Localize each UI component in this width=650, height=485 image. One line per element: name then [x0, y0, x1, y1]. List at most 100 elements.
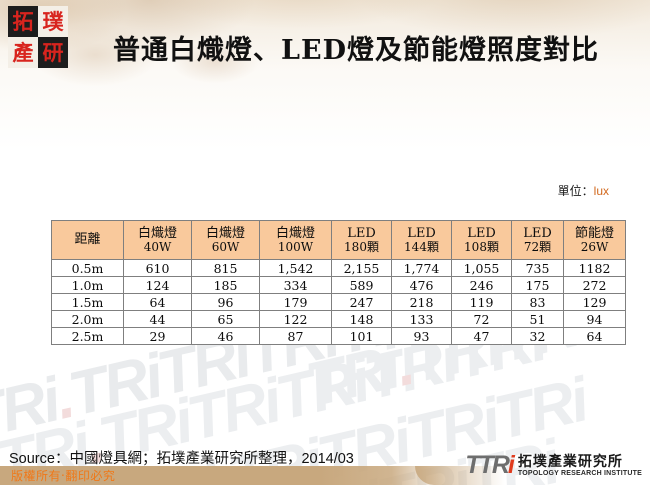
cell-value: 476: [391, 276, 452, 294]
column-header-line2: 40W: [143, 239, 172, 254]
institute-name-cn: 拓墣產業研究所: [517, 454, 623, 471]
column-header-led-144: LED 144顆: [391, 220, 452, 260]
column-header-led-72: LED 72顆: [511, 220, 564, 260]
column-header-line1: 白熾燈: [137, 225, 177, 241]
table-body: 0.5m 610 815 1,542 2,155 1,774 1,055 735…: [51, 259, 626, 345]
institute-name-en: TOPOLOGY RESEARCH INSTITUTE: [517, 470, 642, 478]
column-header-line2: 144顆: [404, 239, 439, 254]
footer-bar: [0, 466, 505, 485]
tri-seal-logo: 拓 璞 產 研: [8, 6, 68, 68]
cell-value: 94: [563, 310, 626, 328]
table-row: 1.5m 64 96 179 247 218 119 83 129: [51, 293, 626, 311]
illuminance-comparison-table: 距離 白熾燈 40W 白熾燈 60W 白熾燈 100W LED 180顆: [51, 220, 626, 345]
column-header-line2: 72顆: [523, 239, 552, 254]
cell-value: 133: [391, 310, 452, 328]
cell-value: 124: [123, 276, 192, 294]
cell-value: 64: [563, 327, 626, 345]
column-header-led-108: LED 108顆: [451, 220, 512, 260]
unit-value: lux: [593, 184, 609, 198]
cell-value: 83: [511, 293, 564, 311]
tri-dot-icon: i: [507, 451, 515, 479]
unit-label: 單位：: [557, 184, 594, 198]
cell-value: 122: [259, 310, 332, 328]
cell-value: 2,155: [331, 259, 392, 277]
column-header-line1: LED: [467, 225, 496, 241]
source-citation: Source：中國燈具網；拓墣產業研究所整理，2014/03: [9, 451, 354, 467]
tri-institute-names: 拓墣產業研究所 TOPOLOGY RESEARCH INSTITUTE: [518, 455, 642, 477]
cell-value: 87: [259, 327, 332, 345]
seal-char-1: 拓: [8, 6, 38, 37]
unit-note: 單位：lux: [558, 182, 609, 199]
cell-value: 148: [331, 310, 392, 328]
cell-value: 119: [451, 293, 512, 311]
cell-value: 93: [391, 327, 452, 345]
column-header-incandescent-100w: 白熾燈 100W: [259, 220, 332, 260]
cell-value: 735: [511, 259, 564, 277]
seal-char-3: 產: [8, 37, 38, 68]
cell-distance: 0.5m: [51, 259, 124, 277]
cell-distance: 2.5m: [51, 327, 124, 345]
column-header-line1: LED: [407, 225, 436, 241]
column-header-incandescent-60w: 白熾燈 60W: [191, 220, 260, 260]
table-row: 2.0m 44 65 122 148 133 72 51 94: [51, 310, 626, 328]
cell-value: 1,774: [391, 259, 452, 277]
cell-value: 96: [191, 293, 260, 311]
column-header-line2: 108顆: [464, 239, 499, 254]
table-row: 0.5m 610 815 1,542 2,155 1,774 1,055 735…: [51, 259, 626, 277]
cell-value: 218: [391, 293, 452, 311]
cell-value: 129: [563, 293, 626, 311]
cell-value: 1,542: [259, 259, 332, 277]
column-header-line2: 180顆: [344, 239, 379, 254]
cell-value: 610: [123, 259, 192, 277]
cell-distance: 2.0m: [51, 310, 124, 328]
column-header-incandescent-40w: 白熾燈 40W: [123, 220, 192, 260]
column-header-distance-label: 距離: [74, 231, 101, 247]
cell-distance: 1.5m: [51, 293, 124, 311]
cell-value: 334: [259, 276, 332, 294]
column-header-line1: LED: [347, 225, 376, 241]
seal-char-4: 研: [38, 37, 68, 68]
cell-value: 32: [511, 327, 564, 345]
tri-wordmark: TTRi: [465, 451, 515, 479]
cell-distance: 1.0m: [51, 276, 124, 294]
tri-institute-logo: TTRi 拓墣產業研究所 TOPOLOGY RESEARCH INSTITUTE: [465, 451, 642, 479]
column-header-line1: 白熾燈: [275, 225, 315, 241]
cell-value: 65: [191, 310, 260, 328]
background-texture: [0, 0, 650, 150]
cell-value: 272: [563, 276, 626, 294]
table-header-row: 距離 白熾燈 40W 白熾燈 60W 白熾燈 100W LED 180顆: [51, 220, 626, 260]
table-header: 距離 白熾燈 40W 白熾燈 60W 白熾燈 100W LED 180顆: [51, 220, 626, 260]
column-header-led-180: LED 180顆: [331, 220, 392, 260]
cell-value: 29: [123, 327, 192, 345]
column-header-line2: 26W: [580, 239, 609, 254]
page-title: 普通白熾燈、LED燈及節能燈照度對比: [113, 35, 599, 66]
cell-value: 51: [511, 310, 564, 328]
cell-value: 246: [451, 276, 512, 294]
column-header-line2: 100W: [277, 239, 314, 254]
cell-value: 1182: [563, 259, 626, 277]
copyright-notice: 版權所有‧翻印必究: [11, 469, 116, 483]
cell-value: 589: [331, 276, 392, 294]
cell-value: 185: [191, 276, 260, 294]
illuminance-table-container: 距離 白熾燈 40W 白熾燈 60W 白熾燈 100W LED 180顆: [51, 220, 626, 345]
cell-value: 247: [331, 293, 392, 311]
cell-value: 47: [451, 327, 512, 345]
cell-value: 44: [123, 310, 192, 328]
column-header-line1: LED: [523, 225, 552, 241]
column-header-line1: 節能燈: [574, 225, 614, 241]
table-row: 2.5m 29 46 87 101 93 47 32 64: [51, 327, 626, 345]
cell-value: 1,055: [451, 259, 512, 277]
cell-value: 46: [191, 327, 260, 345]
cell-value: 64: [123, 293, 192, 311]
cell-value: 72: [451, 310, 512, 328]
cell-value: 815: [191, 259, 260, 277]
cell-value: 175: [511, 276, 564, 294]
column-header-distance: 距離: [51, 220, 124, 260]
cell-value: 101: [331, 327, 392, 345]
column-header-cfl-26w: 節能燈 26W: [563, 220, 626, 260]
column-header-line2: 60W: [211, 239, 240, 254]
cell-value: 179: [259, 293, 332, 311]
table-row: 1.0m 124 185 334 589 476 246 175 272: [51, 276, 626, 294]
seal-char-2: 璞: [38, 6, 68, 37]
column-header-line1: 白熾燈: [205, 225, 245, 241]
